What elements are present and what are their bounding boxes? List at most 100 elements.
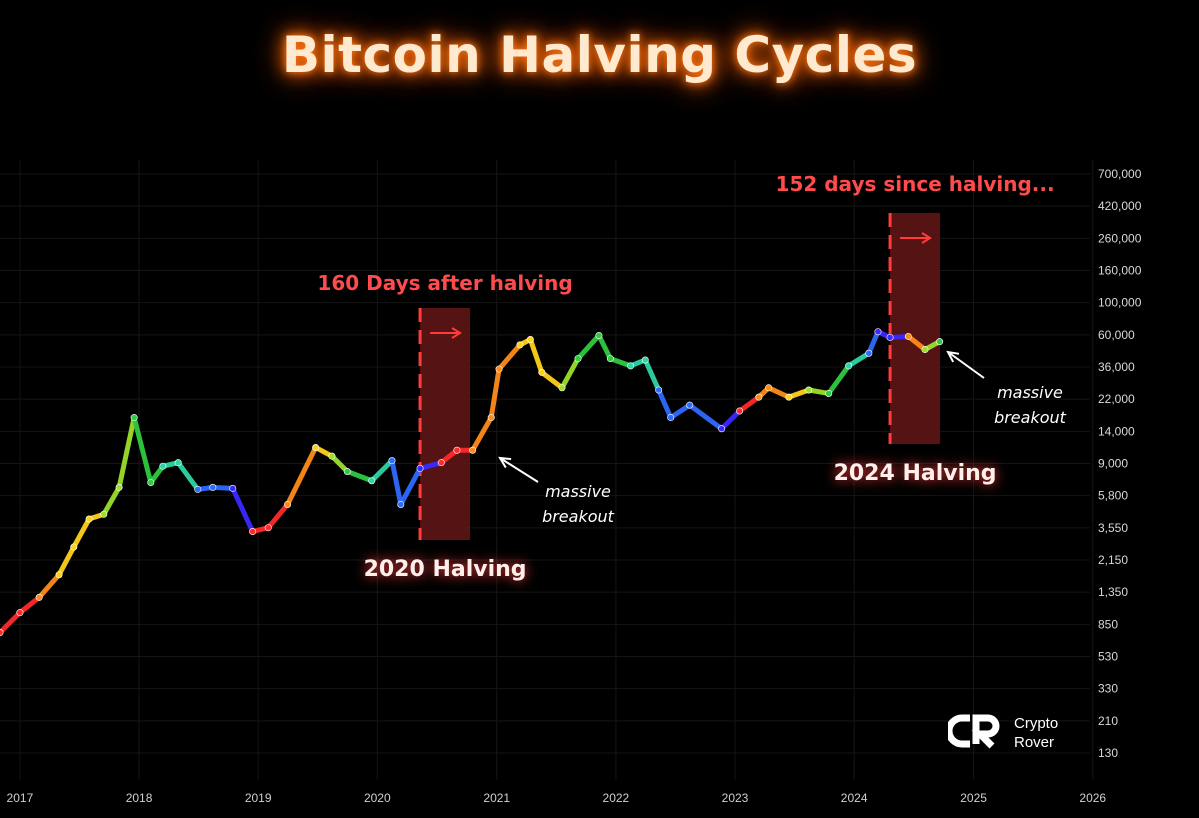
x-tick-label: 2025 (960, 791, 987, 805)
price-point (558, 384, 566, 392)
price-point (174, 459, 182, 467)
y-tick-label: 260,000 (1098, 231, 1142, 245)
price-line-segment (101, 484, 122, 517)
price-point (343, 467, 351, 475)
price-point (453, 446, 461, 454)
x-tick-label: 2024 (841, 791, 868, 805)
x-tick-label: 2019 (245, 791, 272, 805)
callout-arrow-icon (946, 350, 960, 363)
price-line-segment (17, 594, 42, 616)
price-point (755, 393, 763, 401)
price-point (328, 452, 336, 460)
price-line-segment (36, 572, 62, 600)
price-line-segment (596, 332, 613, 362)
callout-text: massive (545, 482, 611, 501)
y-tick-label: 9,000 (1098, 457, 1128, 471)
price-line-segment (786, 387, 812, 400)
callout-arrow-icon (498, 456, 512, 469)
halving-band (890, 213, 941, 444)
crypto-rover-logo-icon (948, 714, 1000, 749)
y-tick-label: 60,000 (1098, 328, 1135, 342)
y-tick-label: 36,000 (1098, 360, 1135, 374)
price-line-segment (607, 356, 634, 369)
price-point (16, 609, 24, 617)
y-tick-label: 130 (1098, 746, 1118, 760)
price-line-segment (866, 329, 881, 356)
y-tick-label: 160,000 (1098, 264, 1142, 278)
price-point (606, 355, 614, 363)
price-point (229, 484, 237, 492)
y-tick-label: 420,000 (1098, 199, 1142, 213)
price-point (904, 332, 912, 340)
y-tick-label: 330 (1098, 682, 1118, 696)
price-point (70, 543, 78, 551)
price-line-segment (116, 415, 137, 490)
callout-text: breakout (542, 507, 615, 526)
price-line-segment (369, 458, 395, 484)
price-point (115, 483, 123, 491)
price-point (130, 414, 138, 422)
price-line-segment (265, 501, 291, 531)
price-point (641, 356, 649, 364)
price-line-segment (539, 369, 565, 391)
price-line-segment (285, 444, 319, 507)
price-line-segment (329, 453, 350, 474)
price-point (0, 628, 4, 636)
price-point (194, 485, 202, 493)
price-line-segment (488, 366, 502, 421)
price-point (765, 384, 773, 392)
price-point (886, 333, 894, 341)
x-tick-label: 2020 (364, 791, 391, 805)
y-tick-label: 5,800 (1098, 489, 1128, 503)
price-point (865, 349, 873, 357)
y-tick-label: 22,000 (1098, 392, 1135, 406)
callout-arrow-icon (947, 351, 985, 379)
callout-text: massive (997, 383, 1063, 402)
price-point (825, 389, 833, 397)
brand: Crypto Rover (948, 714, 1058, 752)
price-point (368, 477, 376, 485)
price-line-segment (470, 415, 494, 453)
callout-arrow-icon (499, 457, 539, 483)
price-point (805, 386, 813, 394)
chart-title: Bitcoin Halving Cycles (281, 26, 918, 84)
x-tick-label: 2022 (603, 791, 630, 805)
price-line-segment (230, 485, 256, 535)
price-point (159, 462, 167, 470)
price-point (416, 464, 424, 472)
price-line-segment (642, 357, 662, 393)
y-tick-label: 850 (1098, 617, 1118, 631)
price-point (85, 515, 93, 523)
price-point (595, 331, 603, 339)
price-line-segment (737, 394, 762, 414)
price-point (312, 443, 320, 451)
arrow-right-icon (451, 327, 462, 339)
price-line-segment (766, 385, 792, 400)
price-line-segment (846, 350, 872, 369)
x-tick-label: 2021 (483, 791, 510, 805)
price-line-segment (398, 465, 423, 507)
price-point (845, 362, 853, 370)
y-tick-label: 14,000 (1098, 424, 1135, 438)
halving-band (420, 308, 471, 540)
price-point (718, 425, 726, 433)
price-point (487, 414, 495, 422)
price-point (785, 393, 793, 401)
price-line-segment (389, 458, 404, 507)
price-point (35, 593, 43, 601)
price-point (921, 346, 929, 354)
y-axis: 700,000 420,000 260,000 160,000 100,000 60,00… (1098, 167, 1142, 760)
price-point (574, 355, 582, 363)
y-tick-label: 700,000 (1098, 167, 1142, 181)
price-point (437, 459, 445, 467)
annotations: 160 Days after halving 152 days since hal… (317, 172, 1066, 582)
grid (0, 160, 1094, 780)
x-tick-label: 2023 (722, 791, 749, 805)
x-tick-label: 2017 (7, 791, 34, 805)
price-line-segment (56, 544, 77, 578)
price-point (655, 386, 663, 394)
price-line-segment (905, 333, 928, 353)
price-line-segment (496, 342, 523, 372)
price-point (667, 414, 675, 422)
